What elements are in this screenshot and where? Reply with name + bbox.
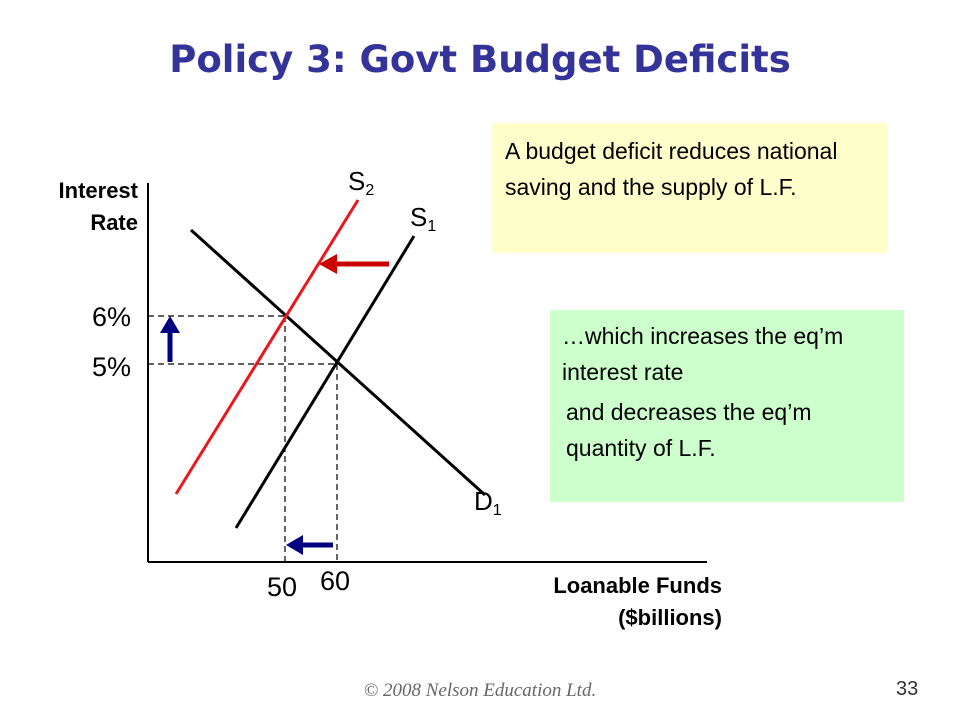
y-axis-title-line2: Rate [90, 210, 138, 235]
y-tick-6: 6% [92, 302, 132, 332]
x-axis-title-line2: ($billions) [618, 605, 722, 630]
label-s1: S1 [410, 202, 437, 235]
x-tick-60: 60 [320, 566, 351, 596]
y-axis-title-line1: Interest [58, 178, 138, 203]
x-axis-title: Loanable Funds ($billions) [440, 570, 722, 634]
supply-shift-arrow [319, 254, 389, 274]
label-s2: S2 [348, 166, 375, 199]
quantity-left-arrow [286, 535, 333, 555]
x-axis-title-line1: Loanable Funds [553, 573, 722, 598]
effects-note: …which increases the eq’m interest rate … [550, 310, 904, 502]
slide-number: 33 [896, 678, 919, 700]
x-tick-50: 50 [267, 572, 298, 602]
copyright-footer: © 2008 Nelson Education Ltd. [363, 680, 597, 701]
interest-rate-up-arrow [160, 316, 180, 362]
supply-curve-s2 [174, 199, 360, 495]
effects-note-line2: and decreases the eq’m quantity of L.F. [566, 399, 812, 461]
supply-curve-s1 [234, 235, 416, 529]
y-axis-title: Interest Rate [20, 175, 138, 239]
page-title: Policy 3: Govt Budget Deficits [169, 38, 791, 81]
budget-deficit-note-text: A budget deficit reduces national saving… [505, 138, 838, 200]
budget-deficit-note: A budget deficit reduces national saving… [491, 123, 887, 253]
effects-note-line1: …which increases the eq’m interest rate [562, 323, 844, 385]
label-d1: D1 [474, 486, 502, 519]
y-tick-5: 5% [92, 352, 132, 382]
